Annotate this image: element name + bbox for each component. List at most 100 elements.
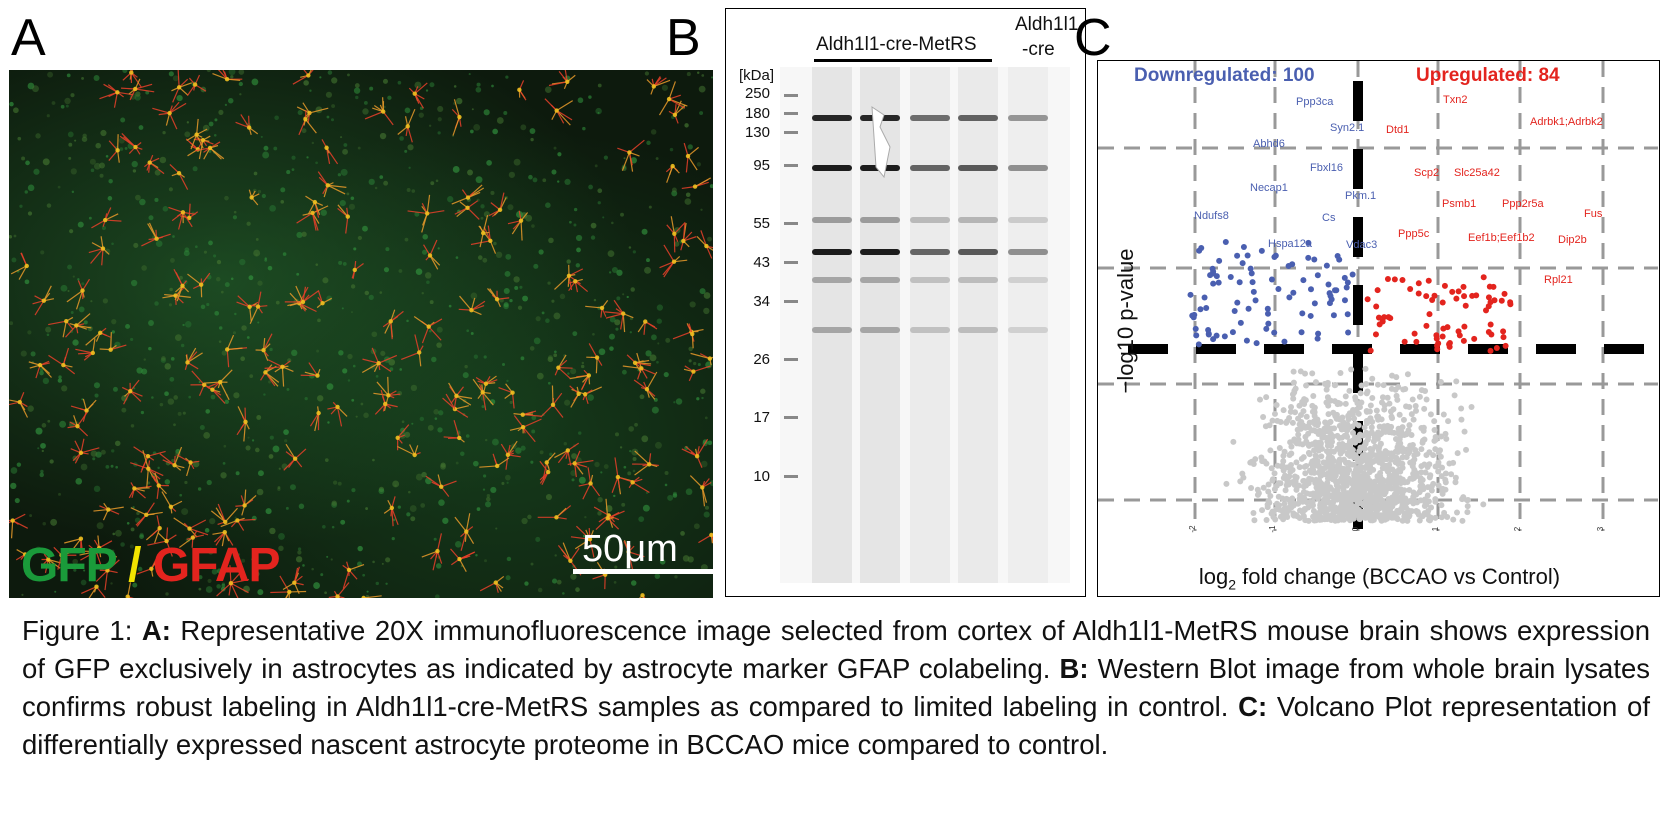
astrocyte [544,98,574,126]
astrocyte [212,70,243,82]
astrocyte [248,189,260,206]
astrocyte [413,316,443,344]
astrocyte [397,108,416,143]
astrocyte [539,460,551,486]
ns-point [1452,479,1459,486]
ns-point [1337,369,1344,376]
astrocyte [451,99,462,136]
ns-point [1286,473,1293,480]
ns-point [1335,508,1342,515]
ns-point [1335,399,1342,406]
ns-point [1424,492,1431,499]
astrocyte [537,505,572,520]
ns-point [1309,441,1316,448]
astrocyte [658,81,688,116]
ns-point [1370,458,1377,465]
downregulated-count: Downregulated: 100 [1134,65,1315,86]
caption-b-text: Western Blot image from whole brain lysa… [22,653,1651,722]
astrocyte [176,454,200,477]
ns-point [1446,460,1453,467]
up-point [1501,290,1508,297]
ns-point [1339,448,1346,455]
ns-point [1313,459,1320,466]
up-point [1507,301,1514,308]
astrocyte [423,239,441,270]
gene-label: Ppp2r5a [1502,198,1544,210]
ns-point [1279,495,1286,502]
ns-point [1344,421,1351,428]
astrocyte [327,401,348,427]
ns-point [1341,426,1348,433]
astrocyte [689,475,712,507]
ns-point [1273,500,1280,507]
ns-point [1431,437,1438,444]
down-point [1240,244,1247,251]
gfp-label: GFP [21,539,117,592]
astrocyte [570,525,595,558]
astrocyte [15,549,28,563]
ns-point [1316,512,1323,519]
up-point [1373,303,1380,310]
ns-point [1347,497,1354,504]
astrocyte [283,443,307,471]
astrocyte [458,295,486,316]
ns-point [1428,504,1435,511]
astrocyte [203,369,233,401]
ns-point [1404,371,1411,378]
ns-point [1346,387,1353,394]
ns-point [1336,444,1343,451]
up-point [1407,285,1414,292]
blot-band [860,277,900,283]
immunofluorescence-image: GFP / GFAP 50μm [9,70,713,598]
kda-marker: 26 [753,351,770,368]
ns-point [1363,498,1370,505]
x-axis-label-prefix: log [1198,564,1229,589]
ns-point [1464,509,1471,516]
down-point [1349,271,1356,278]
down-point [1311,256,1318,263]
up-point [1480,274,1487,281]
ns-point [1401,431,1408,438]
ns-point [1452,474,1459,481]
ns-point [1309,402,1316,409]
ns-point [1359,476,1366,483]
down-point [1197,306,1204,313]
ns-point [1300,488,1307,495]
astrocyte [513,410,542,417]
down-point [1234,252,1241,259]
ns-point [1480,501,1487,508]
down-point [1201,294,1208,301]
ns-point [1340,484,1347,491]
ns-point [1454,450,1461,457]
blot-band [860,249,900,255]
x-tick-label: 1 [1431,526,1440,531]
ns-point [1373,512,1380,519]
ns-point [1418,463,1425,470]
ns-point [1254,491,1261,498]
astrocyte [284,285,320,307]
astrocyte [337,204,350,234]
gene-label: Scp2 [1414,167,1439,179]
down-point [1271,329,1278,336]
ns-point [1289,419,1296,426]
down-point [1290,289,1297,296]
ns-point [1316,439,1323,446]
ns-point [1355,422,1362,429]
up-point [1415,280,1422,287]
astrocyte [10,252,29,280]
astrocyte [425,474,457,497]
ns-point [1372,478,1379,485]
ns-point [1413,407,1420,414]
down-point [1205,326,1212,333]
astrocyte [292,70,314,85]
down-point [1210,280,1217,287]
astrocyte [75,338,96,361]
ns-point [1311,447,1318,454]
ns-point [1250,460,1257,467]
kda-marker: 250 [744,85,770,102]
down-point [1307,286,1314,293]
ns-point [1279,462,1286,469]
astrocyte [421,533,443,571]
x-tick-label: -1 [1268,525,1277,533]
ns-point [1292,438,1299,445]
